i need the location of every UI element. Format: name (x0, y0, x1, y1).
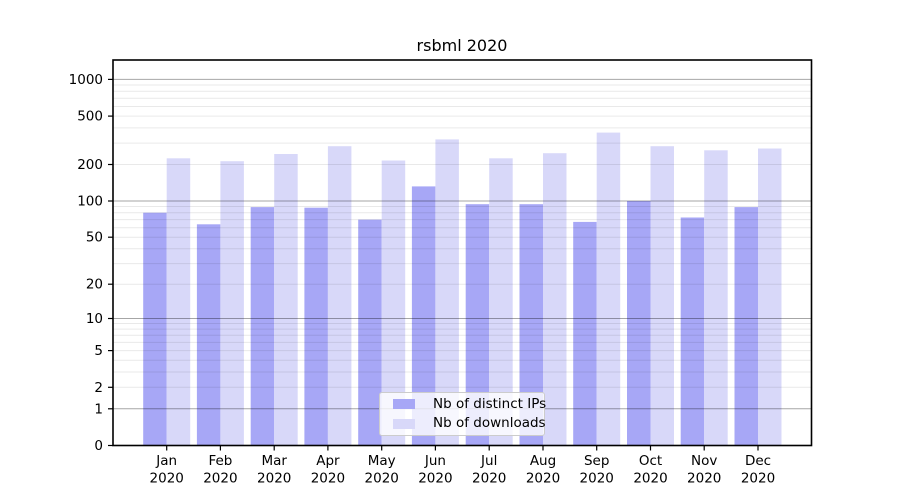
y-tick-label-50: 50 (86, 230, 103, 246)
legend: Nb of distinct IPs Nb of downloads (379, 392, 546, 436)
bar-nb-of-downloads-feb (220, 161, 244, 446)
y-tick-label-1: 1 (94, 401, 103, 417)
legend-label-distinct-ips: Nb of distinct IPs (433, 395, 547, 412)
series-nb-of-distinct-ips (143, 186, 758, 446)
chart-title: rsbml 2020 (416, 36, 508, 55)
x-tick-label-oct-2020: Oct 2020 (633, 453, 667, 487)
bar-nb-of-distinct-ips-jul (465, 204, 490, 446)
bar-nb-of-downloads-dec (758, 148, 782, 446)
legend-label-downloads: Nb of downloads (433, 415, 546, 431)
bar-nb-of-downloads-apr (327, 146, 352, 446)
y-tick-label-10: 10 (86, 311, 103, 327)
y-axis: 0 1 2 5 10 20 50 100 200 500 1000 (69, 72, 113, 454)
bar-nb-of-distinct-ips-may (358, 219, 382, 446)
bar-nb-of-downloads-sep (596, 132, 621, 446)
bar-nb-of-downloads-may (381, 160, 406, 446)
bar-nb-of-downloads-oct (650, 146, 674, 446)
bar-nb-of-distinct-ips-mar (250, 207, 275, 446)
x-tick-label-jul-2020: Jul 2020 (472, 453, 506, 487)
gridlines-minor (113, 84, 812, 388)
series-nb-of-downloads (166, 132, 782, 446)
y-tick-label-5: 5 (94, 343, 103, 359)
y-tick-label-1000: 1000 (69, 72, 103, 88)
legend-item-distinct-ips: Nb of distinct IPs (388, 397, 546, 412)
bar-nb-of-downloads-jun (435, 139, 459, 446)
x-tick-label-mar-2020: Mar 2020 (257, 453, 291, 487)
y-tick-label-100: 100 (77, 194, 103, 210)
x-tick-label-sep-2020: Sep 2020 (580, 453, 614, 487)
legend-item-downloads: Nb of downloads (388, 416, 546, 431)
legend-swatch-distinct-ips (393, 399, 415, 410)
bar-nb-of-distinct-ips-oct (627, 201, 651, 446)
y-tick-label-200: 200 (77, 157, 103, 173)
bar-nb-of-distinct-ips-aug (519, 204, 543, 446)
x-tick-label-may-2020: May 2020 (365, 453, 399, 487)
y-tick-label-20: 20 (86, 277, 103, 293)
bar-nb-of-downloads-jul (489, 158, 513, 446)
x-tick-label-aug-2020: Aug 2020 (526, 453, 560, 487)
bar-nb-of-distinct-ips-feb (196, 224, 221, 446)
bar-nb-of-distinct-ips-apr (304, 207, 328, 446)
bar-nb-of-downloads-nov (704, 150, 728, 446)
x-tick-label-nov-2020: Nov 2020 (687, 453, 721, 487)
bar-nb-of-downloads-mar (274, 154, 298, 446)
plot-frame (112, 59, 813, 447)
bar-nb-of-downloads-jan (166, 158, 191, 446)
x-tick-label-feb-2020: Feb 2020 (203, 453, 237, 487)
bar-nb-of-downloads-aug (543, 153, 567, 446)
y-tick-label-2: 2 (94, 380, 103, 396)
x-tick-label-dec-2020: Dec 2020 (741, 453, 775, 487)
bar-nb-of-distinct-ips-dec (734, 207, 758, 446)
bar-nb-of-distinct-ips-sep (573, 221, 597, 446)
x-tick-label-jan-2020: Jan 2020 (150, 453, 184, 487)
bar-nb-of-distinct-ips-jan (143, 212, 167, 446)
x-axis: Jan 2020 Feb 2020 Mar 2020 Apr 2020 May 2020 Jun 20… (150, 445, 775, 487)
bar-nb-of-distinct-ips-jun (411, 186, 436, 446)
x-tick-label-apr-2020: Apr 2020 (311, 453, 345, 487)
y-tick-label-500: 500 (77, 109, 103, 125)
legend-swatch-downloads (393, 418, 415, 429)
y-tick-label-0: 0 (94, 438, 103, 454)
bar-nb-of-distinct-ips-nov (680, 217, 705, 446)
x-tick-label-jun-2020: Jun 2020 (418, 453, 452, 487)
